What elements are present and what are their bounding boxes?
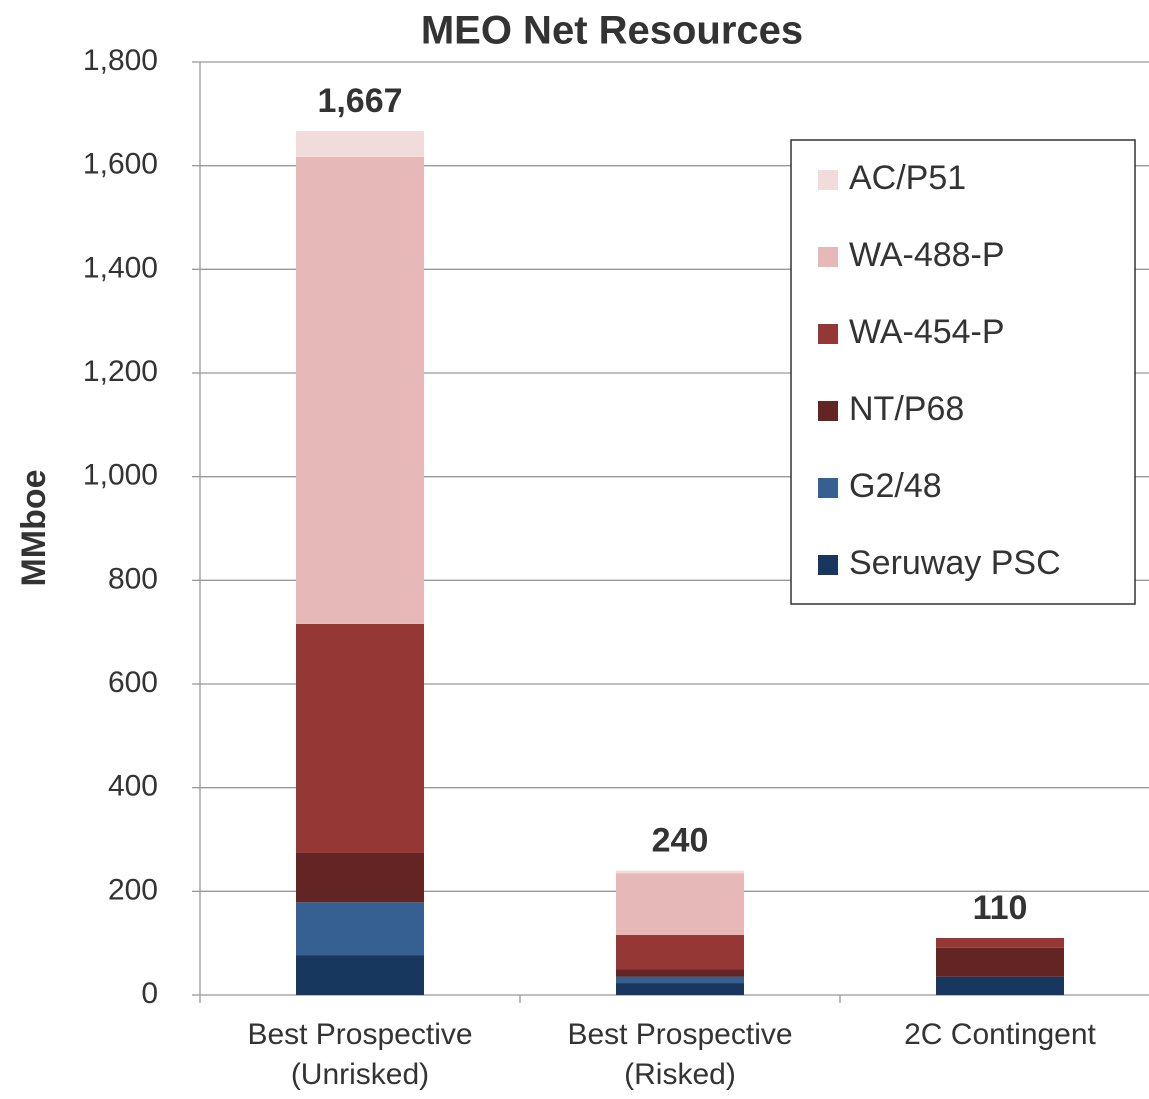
bar-segment: [296, 130, 424, 157]
bar-segment: [616, 873, 744, 935]
legend-swatch: [818, 401, 838, 421]
legend-swatch: [818, 247, 838, 267]
bar-segment: [936, 937, 1064, 948]
bar-segment: [296, 852, 424, 903]
legend-swatch: [818, 478, 838, 498]
legend-label: NT/P68: [849, 390, 964, 428]
bar-segment: [936, 976, 1064, 995]
legend-label: G2/48: [849, 467, 942, 505]
bar-segment: [296, 902, 424, 956]
bar-segment: [616, 983, 744, 995]
y-tick-label: 1,800: [83, 44, 158, 77]
y-tick-label: 800: [108, 562, 158, 595]
legend-label: Seruway PSC: [849, 544, 1061, 582]
legend-box: [790, 139, 1136, 605]
bar-segment: [296, 156, 424, 624]
y-tick-label: 1,200: [83, 355, 158, 388]
y-tick-label: 1,600: [83, 148, 158, 181]
legend-label: WA-454-P: [849, 313, 1005, 351]
y-tick-label: 1,400: [83, 251, 158, 284]
y-tick-label: 200: [108, 873, 158, 906]
chart-title: MEO Net Resources: [421, 9, 803, 53]
legend-swatch: [818, 555, 838, 575]
x-tick-label: Best Prospective (Unrisked): [247, 1018, 473, 1091]
y-axis-label: MMboe: [15, 469, 53, 586]
bar-segment: [296, 955, 424, 995]
bar-segment: [296, 623, 424, 853]
bar-segment: [616, 870, 744, 874]
legend-swatch: [818, 324, 838, 344]
y-tick-label: 0: [141, 977, 158, 1010]
bar-segment: [936, 947, 1064, 977]
x-tick-label: 2C Contingent: [904, 1018, 1096, 1051]
y-tick-label: 1,000: [83, 459, 158, 492]
legend-swatch: [818, 170, 838, 190]
x-tick-label: Best Prospective (Risked): [567, 1018, 793, 1091]
total-label: 110: [973, 889, 1028, 927]
bar-segment: [616, 976, 744, 984]
y-tick-label: 400: [108, 770, 158, 803]
total-label: 240: [652, 822, 709, 860]
legend-label: WA-488-P: [849, 236, 1005, 274]
legend-label: AC/P51: [849, 159, 966, 197]
total-label: 1,667: [317, 82, 402, 120]
y-tick-label: 600: [108, 666, 158, 699]
bar-segment: [616, 969, 744, 977]
bar-segment: [616, 934, 744, 970]
